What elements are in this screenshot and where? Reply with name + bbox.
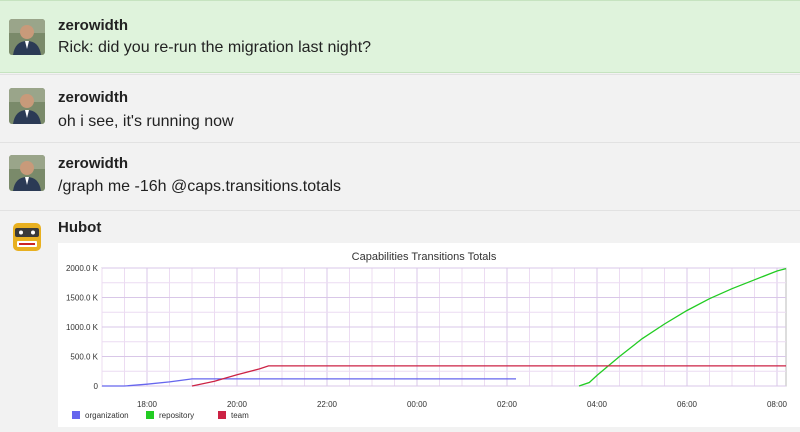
x-tick-label: 00:00 (407, 400, 428, 409)
x-tick-label: 22:00 (317, 400, 338, 409)
x-tick-label: 04:00 (587, 400, 608, 409)
legend-swatch-repository (146, 411, 154, 419)
message-text: /graph me -16h @caps.transitions.totals (58, 178, 342, 195)
series-line-repository (578, 267, 787, 387)
y-tick-label: 2000.0 K (66, 264, 99, 273)
series-line-team (191, 365, 786, 387)
x-tick-label: 06:00 (677, 400, 698, 409)
y-tick-label: 1000.0 K (66, 323, 99, 332)
message-row: zerowidth /graph me -16h @caps.transitio… (0, 142, 800, 210)
message-author[interactable]: Hubot (58, 219, 102, 236)
graph-image[interactable]: Capabilities Transitions Totals 0 500.0 K… (58, 243, 800, 427)
message-row: zerowidth oh i see, it's running now (0, 74, 800, 142)
chart-title: Capabilities Transitions Totals (352, 251, 497, 263)
y-tick-label: 1500.0 K (66, 294, 99, 303)
message-author[interactable]: zerowidth (58, 17, 128, 34)
user-avatar-icon[interactable] (9, 88, 45, 124)
x-tick-label: 18:00 (137, 400, 158, 409)
chart-svg: Capabilities Transitions Totals 0 500.0 K… (66, 251, 788, 420)
x-tick-label: 02:00 (497, 400, 518, 409)
message-author[interactable]: zerowidth (58, 89, 128, 106)
message-row: zerowidth Rick: did you re-run the migra… (0, 0, 800, 73)
message-author[interactable]: zerowidth (58, 155, 128, 172)
user-avatar-icon[interactable] (9, 155, 45, 191)
legend-swatch-team (218, 411, 226, 419)
legend-swatch-organization (72, 411, 80, 419)
x-tick-label: 08:00 (767, 400, 788, 409)
legend-label-organization: organization (85, 411, 129, 420)
message-text: Rick: did you re-run the migration last … (58, 39, 372, 56)
legend-label-team: team (231, 411, 249, 420)
series-line-organization (102, 378, 516, 387)
hubot-avatar-icon[interactable] (9, 219, 45, 255)
user-avatar-icon[interactable] (9, 19, 45, 55)
legend-label-repository: repository (159, 411, 194, 420)
y-tick-label: 500.0 K (70, 353, 98, 362)
message-text: oh i see, it's running now (58, 113, 234, 130)
y-tick-label: 0 (94, 382, 99, 391)
message-row: Hubot (0, 210, 800, 427)
x-tick-label: 20:00 (227, 400, 248, 409)
